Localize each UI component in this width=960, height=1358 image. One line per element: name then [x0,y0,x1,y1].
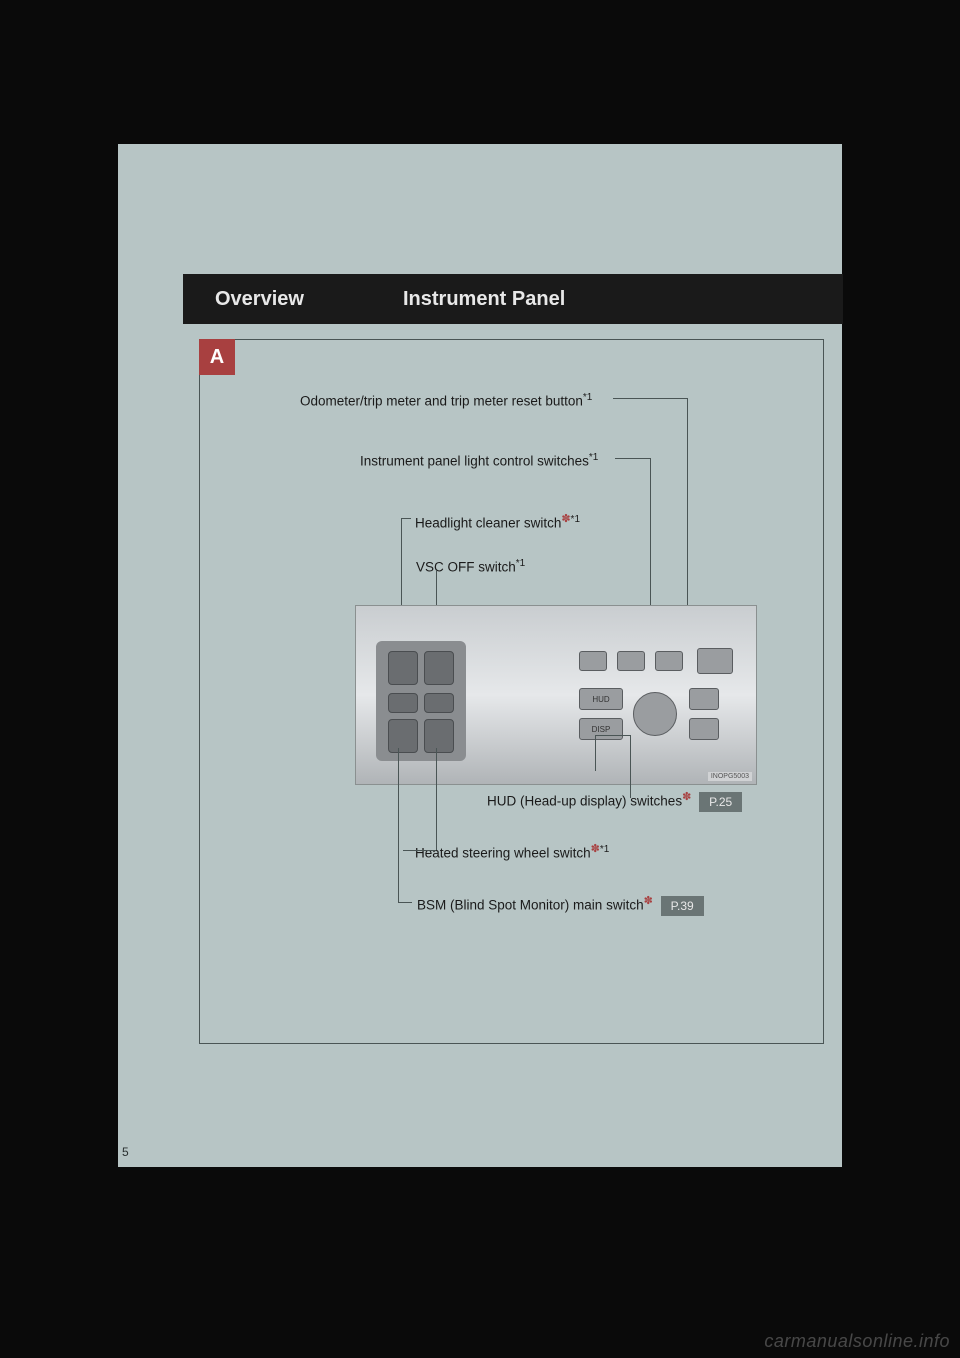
page-reference: P.39 [661,896,704,916]
down-button [689,718,719,740]
leader-line [401,518,411,519]
leader-line [595,735,596,771]
page-number: 5 [122,1145,129,1159]
switch-icon [388,651,418,685]
callout-hud: HUD (Head-up display) switches✽ P.25 [487,790,742,812]
header-title: Instrument Panel [403,288,565,311]
callout-text: Odometer/trip meter and trip meter reset… [300,394,583,409]
switch-icon [424,651,454,685]
leader-line [403,850,436,851]
star-icon: ✽ [644,895,653,907]
left-switch-panel [376,641,466,761]
watermark: carmanualsonline.info [764,1331,950,1352]
callout-light-control: Instrument panel light control switches*… [360,452,598,469]
header-bar: Overview Instrument Panel [183,274,843,324]
switch-icon [424,693,454,713]
callout-sup: *1 [589,452,598,463]
disp-button: DISP [579,718,623,740]
leader-line [687,398,688,638]
star-icon: ✽ [561,513,570,525]
callout-bsm: BSM (Blind Spot Monitor) main switch✽ P.… [417,894,704,916]
leader-line [398,748,399,902]
page-reference: P.25 [699,792,742,812]
callout-text: HUD (Head-up display) switches [487,794,682,809]
leader-line [613,398,687,399]
switch-icon [617,651,645,671]
leader-line [615,458,650,459]
switch-icon [424,719,454,753]
leader-line [436,748,437,850]
callout-text: VSC OFF switch [416,560,516,575]
star-icon: ✽ [682,791,691,803]
diagram-box: A Odometer/trip meter and trip meter res… [199,339,824,1044]
hud-button: HUD [579,688,623,710]
callout-sup: *1 [516,558,525,569]
callout-heated-steering: Heated steering wheel switch✽*1 [415,842,609,861]
switch-icon [697,648,733,674]
switch-icon [655,651,683,671]
leader-line [595,735,631,736]
header-overview: Overview [183,288,403,311]
up-button [689,688,719,710]
callout-text: Headlight cleaner switch [415,516,561,531]
section-marker: A [199,339,235,375]
callout-vsc-off: VSC OFF switch*1 [416,558,525,575]
manual-page: Overview Instrument Panel A Odometer/tri… [118,144,842,1167]
image-code: INOPG5003 [708,772,752,781]
callout-sup: *1 [571,514,580,525]
switch-icon [579,651,607,671]
switch-icon [388,719,418,753]
dial-icon [633,692,677,736]
instrument-panel-photo: HUD DISP INOPG5003 [355,605,757,785]
switch-icon [388,693,418,713]
callout-sup: *1 [583,392,592,403]
callout-text: Heated steering wheel switch [415,846,591,861]
leader-line [398,902,412,903]
callout-sup: *1 [600,844,609,855]
callout-odometer: Odometer/trip meter and trip meter reset… [300,392,592,409]
star-icon: ✽ [591,843,600,855]
callout-text: BSM (Blind Spot Monitor) main switch [417,898,644,913]
leader-line [630,735,631,798]
callout-text: Instrument panel light control switches [360,454,589,469]
callout-headlight-cleaner: Headlight cleaner switch✽*1 [415,512,580,531]
